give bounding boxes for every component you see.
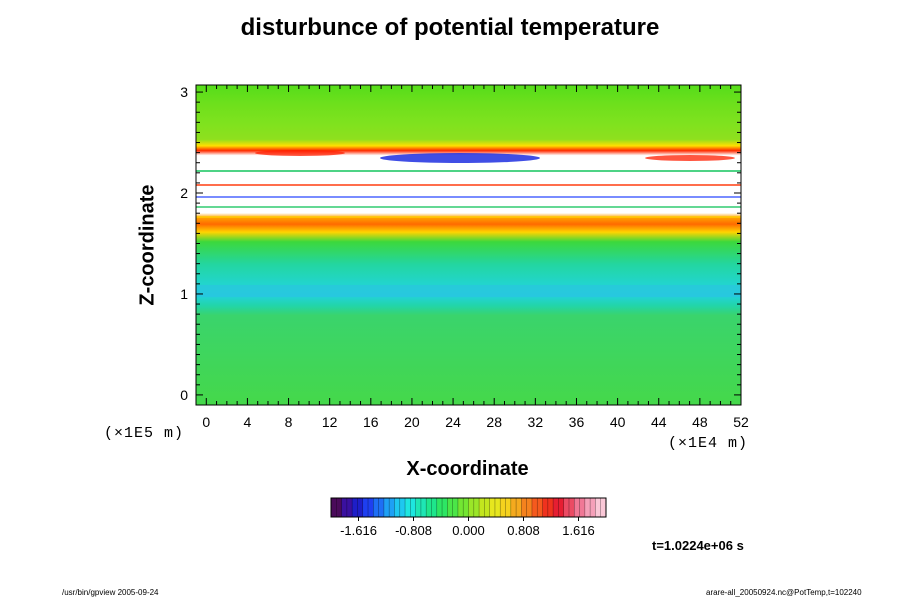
heatmap-field xyxy=(196,85,741,405)
colorbar-swatch xyxy=(352,498,364,517)
colorbar-swatch xyxy=(394,498,406,517)
y-axis: 0 1 2 3 xyxy=(180,84,741,406)
colorbar-swatch xyxy=(595,498,607,517)
colorbar-swatch xyxy=(426,498,438,517)
colorbar-swatch xyxy=(383,498,395,517)
x-tick-label: 24 xyxy=(445,414,461,430)
x-axis-label: X-coordinate xyxy=(406,458,529,480)
x-tick-label: 12 xyxy=(322,414,338,430)
x-tick-label: 44 xyxy=(651,414,667,430)
x-tick-label: 32 xyxy=(528,414,544,430)
x-tick-label: 0 xyxy=(202,414,210,430)
colorbar-tick-label: 0.000 xyxy=(452,523,485,538)
colorbar-swatch xyxy=(362,498,374,517)
colorbar-swatch xyxy=(521,498,533,517)
x-axis-unit: (×1E4 m) xyxy=(668,435,749,452)
colorbar-swatch xyxy=(563,498,575,517)
colorbar-swatch xyxy=(341,498,353,517)
colorbar-swatch xyxy=(479,498,491,517)
colorbar-tick-label: 1.616 xyxy=(562,523,595,538)
time-label: t=1.0224e+06 s xyxy=(652,538,744,553)
colorbar-swatch xyxy=(500,498,512,517)
x-tick-label: 8 xyxy=(285,414,293,430)
colorbar-tick-label: 0.808 xyxy=(507,523,540,538)
colorbar-swatch xyxy=(542,498,554,517)
footer-source: arare-all_20050924.nc@PotTemp,t=102240 xyxy=(706,588,862,597)
x-tick-label: 16 xyxy=(363,414,379,430)
y-axis-unit: (×1E5 m) xyxy=(104,425,185,442)
plot-frame xyxy=(195,84,742,406)
x-tick-label: 48 xyxy=(692,414,708,430)
colorbar-swatch xyxy=(468,498,480,517)
y-axis-label: Z-coordinate xyxy=(136,184,159,306)
y-tick-label: 1 xyxy=(180,286,188,302)
colorbar-swatch xyxy=(489,498,501,517)
colorbar-swatch xyxy=(531,498,544,517)
colorbar-swatch xyxy=(584,498,596,517)
y-tick-label: 3 xyxy=(180,84,188,100)
colorbar-swatch xyxy=(553,498,565,517)
x-tick-label: 20 xyxy=(404,414,420,430)
chart-title: disturbunce of potential temperature xyxy=(240,14,660,41)
x-tick-label: 52 xyxy=(733,414,749,430)
colorbar-tick-label: -1.616 xyxy=(340,523,377,538)
x-tick-label: 4 xyxy=(244,414,252,430)
colorbar-swatch xyxy=(447,498,459,517)
colorbar-swatch xyxy=(436,498,448,517)
footer-command: /usr/bin/gpview 2005-09-24 xyxy=(62,588,159,597)
colorbar-swatch xyxy=(331,498,343,517)
colorbar-swatch xyxy=(510,498,522,517)
x-tick-label: 28 xyxy=(486,414,502,430)
colorbar: -1.616 -0.808 0.000 0.808 1.616 xyxy=(330,497,607,538)
colorbar-swatch xyxy=(415,498,427,517)
x-tick-label: 36 xyxy=(569,414,585,430)
colorbar-swatch xyxy=(405,498,417,517)
colorbar-tick-label: -0.808 xyxy=(395,523,432,538)
colorbar-swatch xyxy=(373,498,385,517)
x-axis: 0 4 8 12 16 20 24 28 32 36 40 44 48 52 xyxy=(202,85,749,430)
y-tick-label: 0 xyxy=(180,387,188,403)
x-tick-label: 40 xyxy=(610,414,626,430)
colorbar-swatch xyxy=(574,498,586,517)
y-tick-label: 2 xyxy=(180,185,188,201)
colorbar-swatch xyxy=(457,498,469,517)
